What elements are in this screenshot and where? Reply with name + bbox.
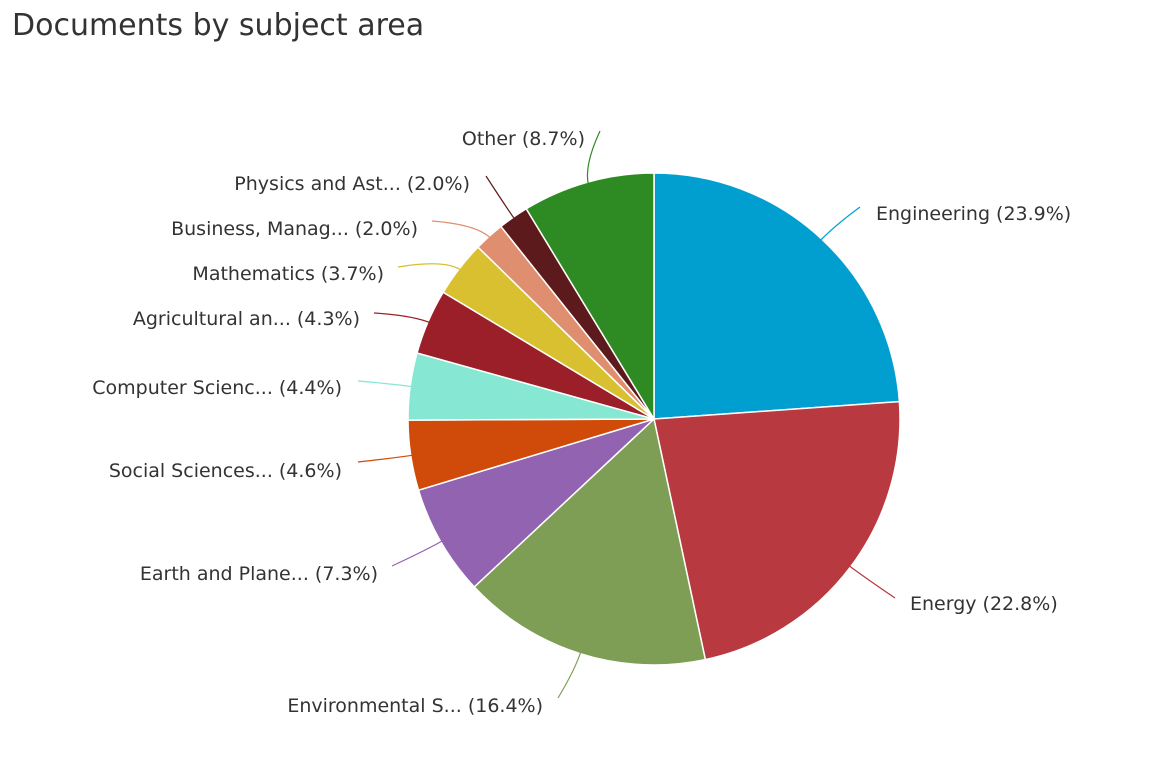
label-connector bbox=[557, 649, 583, 699]
slice-label: Computer Scienc... (4.4%) bbox=[92, 377, 342, 399]
slice-label: Earth and Plane... (7.3%) bbox=[140, 563, 378, 585]
slice-label: Agricultural an... (4.3%) bbox=[133, 308, 360, 330]
slice-label: Other (8.7%) bbox=[462, 128, 585, 150]
label-connector bbox=[373, 312, 432, 324]
label-connector bbox=[391, 539, 445, 567]
label-connector bbox=[431, 220, 493, 240]
slice-label: Mathematics (3.7%) bbox=[192, 263, 384, 285]
slice-labels: Engineering (23.9%) Energy (22.8%) Environ… bbox=[92, 128, 1071, 717]
slice-label: Environmental S... (16.4%) bbox=[287, 695, 543, 717]
label-connector bbox=[847, 564, 896, 599]
slice-label: Business, Manag... (2.0%) bbox=[171, 218, 418, 240]
slice-label: Engineering (23.9%) bbox=[876, 203, 1071, 225]
label-connectors bbox=[357, 130, 896, 699]
label-connector bbox=[357, 454, 415, 463]
pie-slice[interactable] bbox=[653, 172, 901, 420]
slice-label: Energy (22.8%) bbox=[910, 593, 1058, 615]
chart-title: Documents by subject area bbox=[12, 8, 425, 43]
label-connector bbox=[357, 380, 415, 388]
label-connector bbox=[485, 175, 517, 221]
slice-label: Social Sciences... (4.6%) bbox=[109, 460, 342, 482]
label-connector bbox=[586, 130, 601, 187]
pie-slices bbox=[407, 172, 901, 666]
label-connector bbox=[397, 263, 463, 272]
label-connector bbox=[818, 206, 861, 243]
slice-label: Physics and Ast... (2.0%) bbox=[234, 173, 470, 195]
